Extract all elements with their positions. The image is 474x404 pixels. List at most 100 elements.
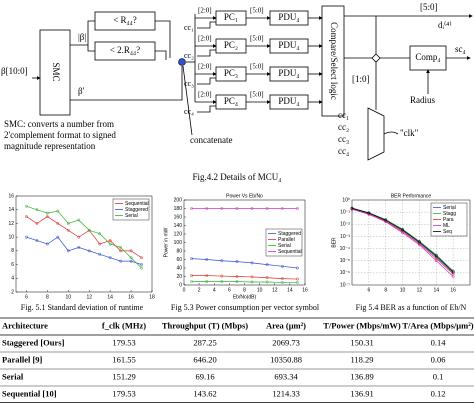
prime-label: β'	[78, 86, 85, 96]
y-tick-label: 10⁻³	[340, 234, 350, 240]
point-marker	[235, 207, 239, 210]
point-marker	[77, 245, 81, 249]
point-marker	[417, 240, 421, 244]
x-tick-label: 6	[228, 287, 231, 293]
point-marker	[401, 228, 405, 232]
y-tick-label: 10⁰	[342, 197, 350, 203]
x-tick-label: 16	[302, 287, 308, 293]
point-marker	[434, 254, 438, 258]
point-marker	[119, 259, 123, 263]
point-marker	[250, 275, 254, 279]
bits-in: [2:0]	[198, 63, 212, 71]
point-marker	[190, 280, 194, 284]
x-tick-label: 0	[183, 287, 186, 293]
point-marker	[220, 207, 224, 210]
d-label: dᵢ⁽⁴⁾	[438, 20, 452, 30]
y-tick-label: 80	[176, 248, 182, 254]
point-marker	[350, 206, 354, 210]
point-marker	[25, 235, 28, 239]
x-tick-label: 4	[213, 287, 216, 293]
header-cell: f_clk (MHz)	[102, 320, 146, 330]
caption: Fig 5.3 Power consumption per vector sym…	[171, 303, 320, 312]
select-box	[321, 5, 345, 117]
cc-in: cc₄	[184, 107, 194, 116]
header-cell: T/Area (Mbps/μm²)	[402, 320, 473, 330]
caption: Fig.4.2 Details of MCU₄	[193, 172, 282, 182]
y-tick-label: 10⁻²	[340, 222, 350, 228]
y-tick-label: 10⁻⁵	[340, 258, 350, 264]
point-marker	[434, 259, 438, 263]
bits-mid: [5:0]	[250, 7, 264, 15]
legend-label: Serial	[125, 213, 138, 219]
y-tick-label: 120	[174, 231, 183, 237]
point-marker	[98, 242, 102, 246]
point-marker	[417, 243, 421, 247]
point-marker	[119, 245, 123, 249]
header-cell: Architecture	[2, 320, 48, 330]
abs-label: |β|	[78, 32, 86, 42]
point-marker	[265, 280, 269, 284]
pdu-label: PDU₄	[278, 12, 299, 22]
point-marker	[350, 207, 354, 211]
y-tick-label: 10	[8, 234, 14, 240]
y-tick-label: 0	[179, 282, 182, 288]
point-marker	[45, 242, 49, 246]
point-marker	[98, 252, 102, 256]
point-marker	[280, 264, 284, 268]
y-tick-label: 60	[176, 257, 182, 263]
chart-title: Power Vs Eb/No	[226, 193, 263, 199]
y-tick-label: 12	[8, 221, 14, 227]
y-tick-label: 10⁻¹	[340, 209, 350, 215]
y-tick-label: 2	[11, 289, 14, 295]
table-cell: 1214.33	[272, 388, 300, 398]
legend-label: Sequential	[125, 201, 149, 207]
point-marker	[66, 228, 70, 232]
point-marker	[56, 221, 60, 225]
chart-title: BER Performance	[391, 193, 432, 199]
y-tick-label: 10⁻⁶	[340, 270, 350, 276]
wire	[344, 16, 410, 110]
wire	[197, 21, 216, 29]
point-marker	[119, 249, 123, 253]
point-marker	[66, 221, 70, 225]
table-cell: Parallel [9]	[2, 354, 43, 364]
table-cell: 10350.88	[270, 354, 302, 364]
cmp-label: < R₄₄?	[113, 15, 137, 25]
series-line	[191, 281, 298, 283]
series-line	[351, 207, 454, 273]
point-marker	[45, 215, 49, 219]
pc-label: PC₃	[224, 68, 238, 78]
bits-mid: [5:0]	[250, 35, 264, 43]
pdu-label: PDU₄	[278, 40, 299, 50]
table-cell: 287.25	[193, 337, 216, 347]
x-tick-label: 8	[46, 294, 49, 300]
point-marker	[25, 204, 28, 208]
y-tick-label: 14	[8, 207, 14, 213]
cmp-label: < 2.R₄₄?	[110, 45, 140, 55]
series-line	[26, 216, 142, 259]
bits-in: [2:0]	[198, 91, 212, 99]
point-marker	[280, 277, 284, 281]
table-cell: 0.14	[431, 337, 447, 347]
point-marker	[250, 207, 254, 210]
legend-box	[112, 198, 150, 221]
point-marker	[56, 209, 60, 213]
header-cell: Throughput (T) (Mbps)	[162, 320, 248, 330]
point-marker	[295, 266, 299, 270]
smc-label: SMC	[51, 62, 61, 81]
note: magnitude representation	[4, 141, 96, 151]
mux-in: cc₂	[338, 122, 349, 132]
table-cell: 646.20	[193, 354, 216, 364]
legend-label: Para	[443, 217, 454, 223]
y-tick-label: 10⁻⁷	[340, 282, 350, 288]
caption: Fig 5.4 BER as a function of Eb/N	[356, 303, 467, 312]
legend-label: Parallel	[278, 237, 295, 243]
legend-label: Staggered	[125, 207, 148, 213]
series-line	[191, 275, 298, 280]
series-line	[191, 258, 298, 269]
point-marker	[25, 215, 28, 219]
mux	[367, 107, 385, 161]
wire	[70, 20, 95, 52]
